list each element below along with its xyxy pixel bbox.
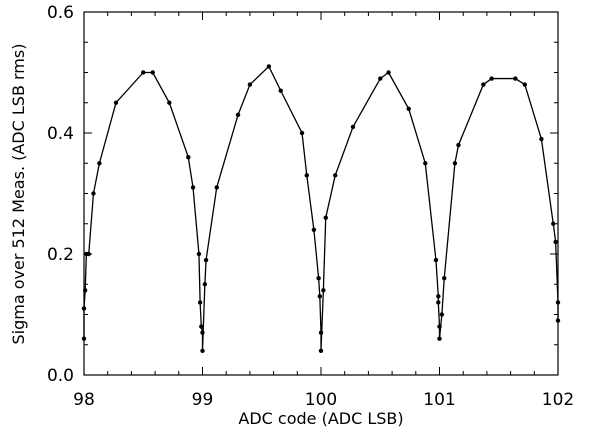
data-point-0-33 bbox=[323, 215, 328, 220]
data-point-0-49 bbox=[481, 82, 486, 87]
data-point-0-32 bbox=[321, 288, 326, 293]
data-point-0-56 bbox=[555, 300, 561, 305]
data-point-0-44 bbox=[437, 336, 442, 341]
y-axis-title: Sigma over 512 Meas. (ADC LSB rms) bbox=[9, 44, 28, 345]
data-point-0-29 bbox=[317, 294, 323, 299]
data-point-0-0 bbox=[81, 336, 87, 341]
data-point-0-9 bbox=[150, 70, 155, 75]
data-point-0-57 bbox=[555, 318, 561, 323]
data-point-0-2 bbox=[82, 288, 88, 293]
x-axis-ticks: 98 99 100 101 102 bbox=[73, 12, 574, 410]
x-tick-label-4: 102 bbox=[542, 390, 574, 410]
x-tick-label-1: 99 bbox=[192, 390, 214, 410]
data-point-0-31 bbox=[318, 348, 324, 353]
series-line-0 bbox=[83, 65, 559, 351]
data-point-0-22 bbox=[247, 82, 253, 87]
data-point-0-51 bbox=[513, 76, 518, 81]
data-point-0-30 bbox=[318, 330, 324, 335]
data-point-0-4 bbox=[86, 251, 91, 257]
data-point-0-27 bbox=[311, 227, 317, 232]
data-point-0-41 bbox=[436, 294, 441, 299]
data-point-0-42 bbox=[436, 300, 441, 305]
data-point-0-19 bbox=[203, 257, 209, 263]
data-point-0-53 bbox=[539, 136, 544, 142]
data-point-0-28 bbox=[316, 276, 321, 281]
y-tick-label-1: 0.2 bbox=[47, 245, 74, 265]
data-point-0-11 bbox=[186, 155, 191, 160]
data-point-0-21 bbox=[235, 112, 241, 118]
data-point-0-50 bbox=[489, 76, 494, 81]
data-point-0-48 bbox=[456, 142, 461, 148]
data-point-0-5 bbox=[91, 191, 96, 196]
data-point-0-7 bbox=[113, 100, 119, 105]
data-point-0-15 bbox=[199, 324, 204, 329]
data-point-0-16 bbox=[200, 330, 205, 335]
x-axis-title: ADC code (ADC LSB) bbox=[238, 409, 403, 428]
data-point-0-18 bbox=[202, 282, 208, 287]
data-point-0-52 bbox=[522, 82, 528, 87]
y-tick-label-3: 0.6 bbox=[47, 3, 74, 23]
data-point-0-55 bbox=[553, 239, 558, 245]
data-point-0-14 bbox=[197, 300, 203, 305]
x-tick-label-0: 98 bbox=[73, 390, 95, 410]
data-point-0-35 bbox=[350, 124, 356, 130]
data-point-0-36 bbox=[378, 76, 383, 81]
data-point-0-43 bbox=[437, 324, 442, 329]
data-point-0-12 bbox=[190, 185, 196, 190]
data-point-0-24 bbox=[278, 88, 283, 93]
data-point-0-23 bbox=[266, 64, 272, 69]
data-point-0-13 bbox=[196, 251, 202, 257]
x-tick-label-2: 100 bbox=[305, 390, 337, 410]
data-point-0-38 bbox=[406, 106, 411, 112]
data-point-0-26 bbox=[304, 173, 309, 178]
data-point-0-10 bbox=[167, 100, 172, 105]
data-point-0-20 bbox=[214, 185, 219, 190]
data-point-0-39 bbox=[423, 161, 428, 166]
data-point-0-34 bbox=[333, 173, 338, 178]
y-tick-label-0: 0.0 bbox=[47, 366, 74, 386]
data-point-0-37 bbox=[386, 70, 391, 75]
x-tick-label-3: 101 bbox=[423, 390, 455, 410]
series-layer bbox=[81, 64, 561, 353]
data-point-0-46 bbox=[442, 276, 447, 281]
data-point-0-25 bbox=[299, 130, 305, 136]
data-point-0-6 bbox=[97, 161, 102, 166]
y-axis-ticks: 0.0 0.2 0.4 0.6 bbox=[47, 3, 558, 386]
data-point-0-8 bbox=[141, 70, 146, 75]
y-tick-label-2: 0.4 bbox=[47, 124, 74, 144]
data-point-0-54 bbox=[551, 221, 556, 226]
data-point-0-45 bbox=[439, 312, 445, 317]
data-point-0-17 bbox=[200, 348, 205, 353]
data-point-0-47 bbox=[452, 161, 458, 166]
data-point-0-1 bbox=[81, 306, 87, 311]
data-point-0-40 bbox=[433, 257, 439, 263]
